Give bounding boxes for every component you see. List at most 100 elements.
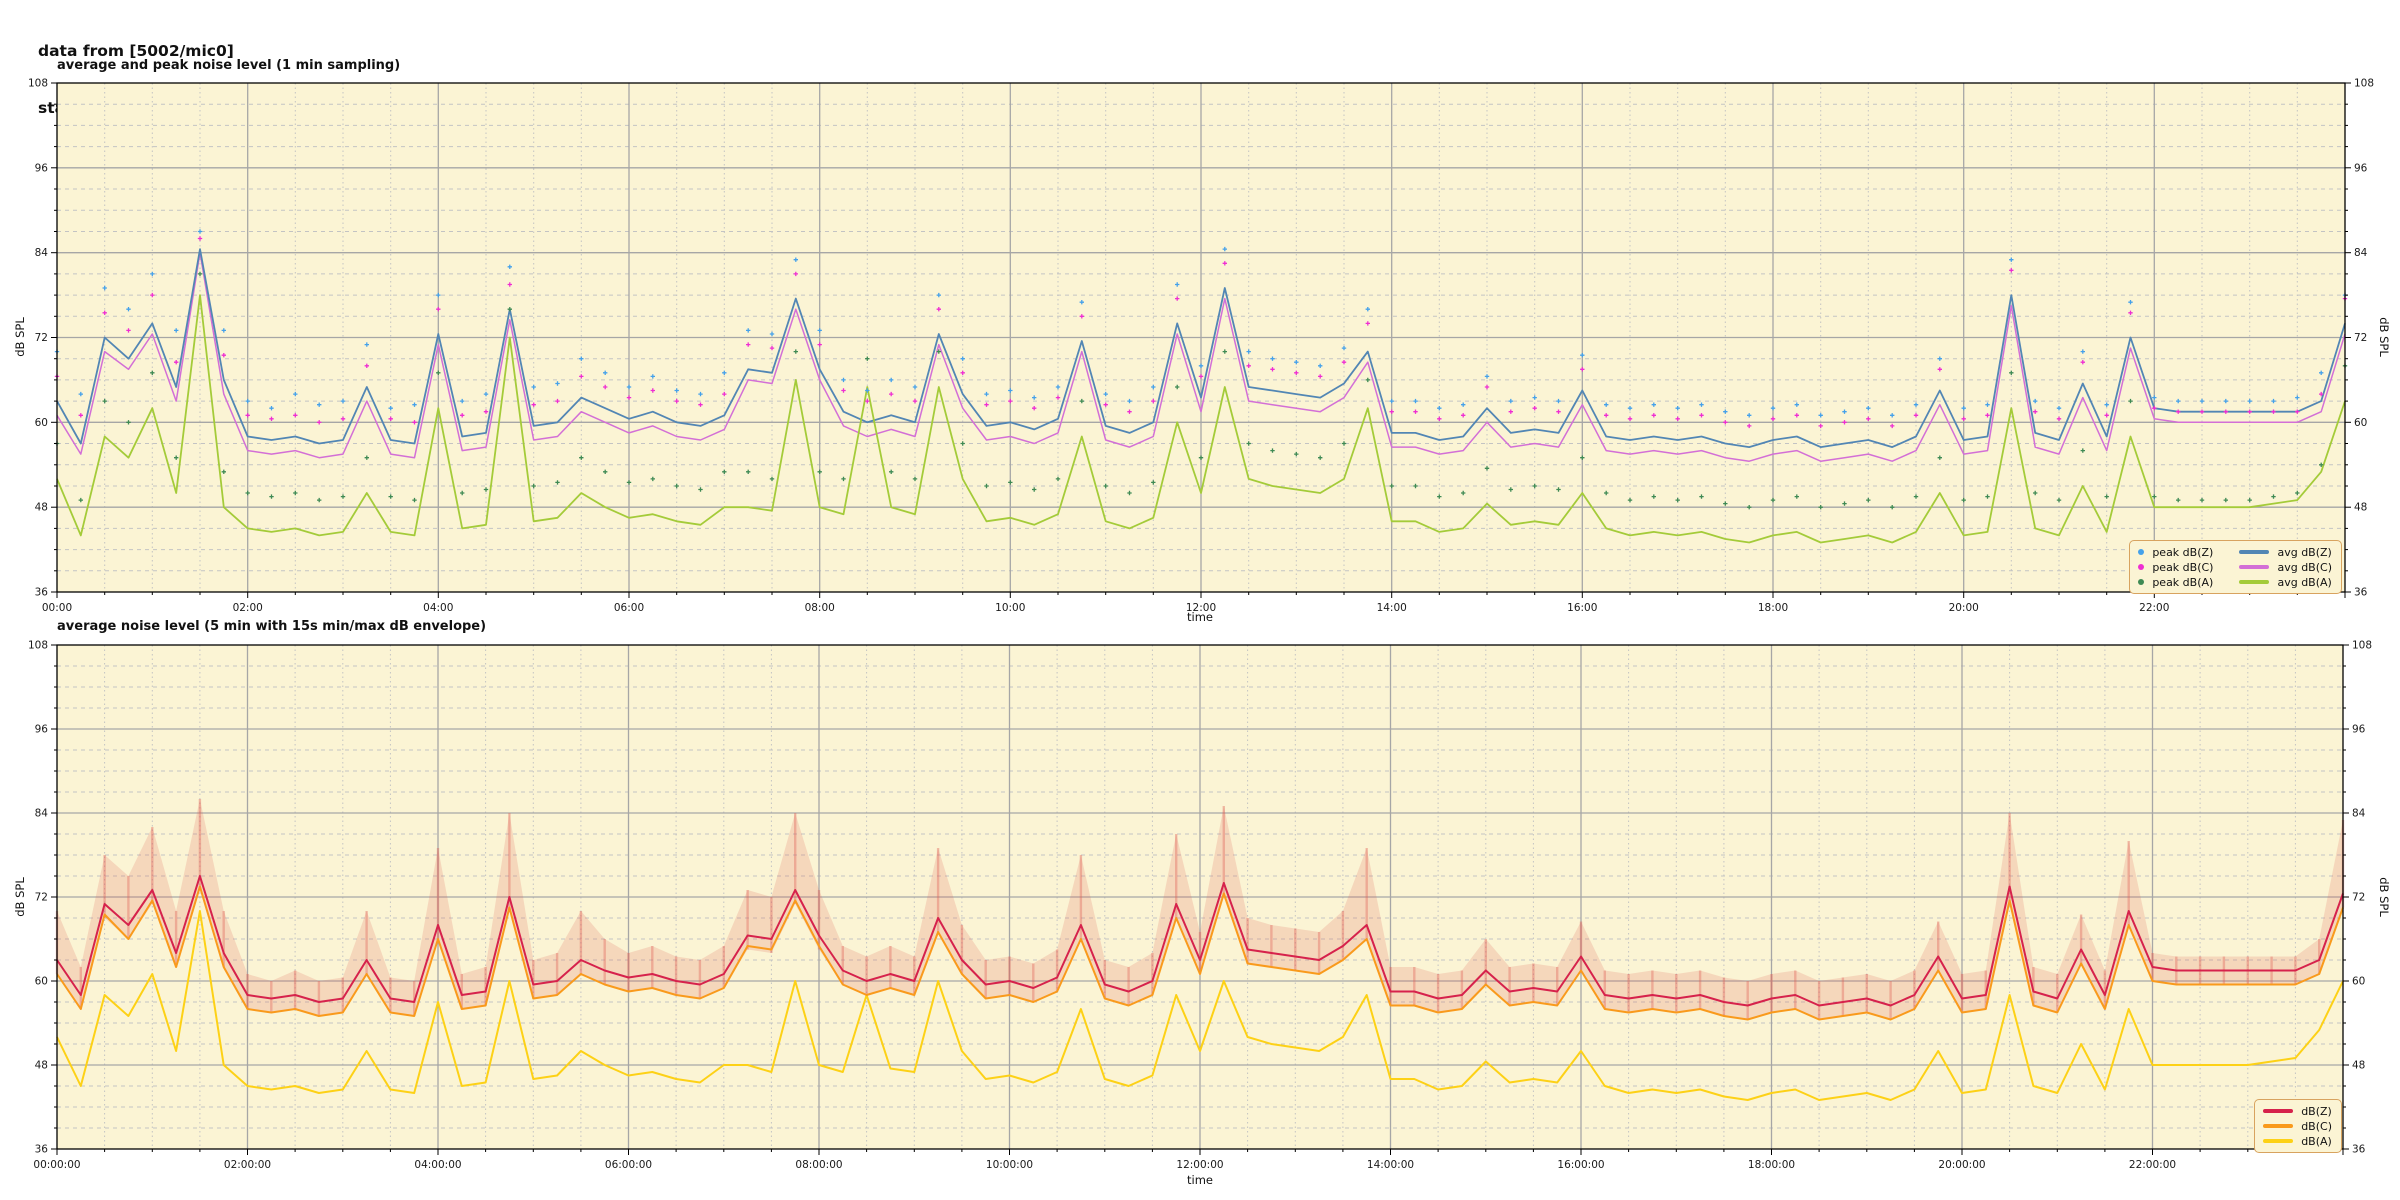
x-tick-label: 22:00 xyxy=(2139,602,2169,614)
series-dB(Z) xyxy=(56,875,2344,1007)
header-line1: data from [5002/mic0] xyxy=(38,42,234,60)
x-tick-label: 04:00:00 xyxy=(414,1159,461,1171)
legend-marker-line-icon xyxy=(2263,1108,2294,1114)
x-tick-label: 20:00:00 xyxy=(1938,1159,1985,1171)
legend-marker-line-icon xyxy=(2239,549,2270,555)
y-tick-label-right: 96 xyxy=(2354,162,2368,174)
y-tick-label-right: 36 xyxy=(2352,1144,2366,1156)
x-tick-label: 10:00 xyxy=(995,602,1025,614)
y-tick-label: 60 xyxy=(35,976,48,988)
legend-label: peak dB(A) xyxy=(2152,575,2214,589)
x-tick-label: 00:00 xyxy=(42,602,72,614)
y-tick-label: 108 xyxy=(28,640,48,652)
x-tick-label: 06:00:00 xyxy=(605,1159,652,1171)
x-tick-label: 16:00 xyxy=(1567,602,1597,614)
y-tick-label: 72 xyxy=(35,332,48,344)
grid-major xyxy=(57,645,2343,1149)
y-tick-label: 36 xyxy=(35,1144,49,1156)
legend-marker-line-icon xyxy=(2239,579,2270,585)
x-tick-label: 02:00 xyxy=(233,602,263,614)
y-tick-label-right: 72 xyxy=(2352,892,2365,904)
chart2-title: average noise level (5 min with 15s min/… xyxy=(57,619,487,634)
series-dB(A) xyxy=(56,910,2344,1101)
chart1-ylabel-left: dB SPL xyxy=(13,317,27,357)
y-tick-label: 72 xyxy=(35,892,48,904)
x-tick-label: 12:00 xyxy=(1186,602,1216,614)
legend-label: dB(C) xyxy=(2301,1119,2332,1133)
x-tick-label: 12:00:00 xyxy=(1176,1159,1223,1171)
legend-item: avg dB(A) xyxy=(2239,575,2332,589)
x-tick-label: 14:00 xyxy=(1377,602,1407,614)
tick-labels: 00:00:00 02:00:00 04:00:00 06:00:00 08:00:00… xyxy=(28,640,2372,1172)
y-tick-label: 36 xyxy=(35,587,49,599)
x-tick-label: 10:00:00 xyxy=(986,1159,1033,1171)
chart1-title: average and peak noise level (1 min samp… xyxy=(57,58,401,73)
chart1-legend: peak dB(Z) peak dB(C) peak dB(A) avg dB(Z) a… xyxy=(2129,540,2342,594)
x-tick-label: 08:00:00 xyxy=(795,1159,842,1171)
y-tick-label: 96 xyxy=(35,724,49,736)
chart2-ylabel-right: dB SPL xyxy=(2377,877,2391,917)
y-tick-label-right: 60 xyxy=(2352,976,2365,988)
y-tick-label: 84 xyxy=(35,808,49,820)
legend-marker-line-icon xyxy=(2263,1123,2294,1129)
x-tick-label: 14:00:00 xyxy=(1367,1159,1414,1171)
series-avg dB(C) xyxy=(56,251,2346,462)
x-tick-label: 06:00 xyxy=(614,602,644,614)
x-tick-label: 02:00:00 xyxy=(224,1159,271,1171)
envelope-band xyxy=(57,799,2343,1020)
ticks xyxy=(51,644,2349,1155)
legend-item: peak dB(A) xyxy=(2138,575,2213,589)
envelope-spikes xyxy=(55,799,2345,1020)
y-tick-label-right: 48 xyxy=(2352,1060,2365,1072)
y-tick-label-right: 60 xyxy=(2354,417,2367,429)
y-tick-label-right: 96 xyxy=(2352,724,2366,736)
y-tick-label-right: 48 xyxy=(2354,502,2367,514)
x-tick-label: 20:00 xyxy=(1949,602,1979,614)
x-tick-label: 16:00:00 xyxy=(1557,1159,1604,1171)
y-tick-label-right: 108 xyxy=(2352,640,2372,652)
legend-label: dB(Z) xyxy=(2301,1104,2332,1118)
y-tick-label-right: 72 xyxy=(2354,332,2367,344)
x-tick-label: 04:00 xyxy=(423,602,453,614)
series-avg dB(A) xyxy=(56,294,2346,544)
legend-item: peak dB(Z) xyxy=(2138,545,2213,559)
legend-marker-line-icon xyxy=(2263,1138,2294,1144)
x-tick-label: 18:00 xyxy=(1758,602,1788,614)
chart2-xlabel: time xyxy=(1187,1173,1213,1187)
legend-label: avg dB(A) xyxy=(2277,575,2332,589)
y-tick-label-right: 84 xyxy=(2352,808,2366,820)
y-tick-label-right: 36 xyxy=(2354,587,2368,599)
x-tick-label: 00:00:00 xyxy=(33,1159,80,1171)
legend-item: avg dB(Z) xyxy=(2239,545,2332,559)
legend-label: dB(A) xyxy=(2301,1134,2332,1148)
series-avg dB(Z) xyxy=(56,248,2346,449)
x-tick-label: 08:00 xyxy=(805,602,835,614)
legend-label: avg dB(Z) xyxy=(2277,545,2332,559)
chart2-ylabel-left: dB SPL xyxy=(13,877,27,917)
legend-marker-dot-icon xyxy=(2138,549,2145,555)
chart2-legend: dB(Z) dB(C) dB(A) xyxy=(2254,1099,2342,1153)
legend-label: peak dB(C) xyxy=(2152,560,2214,574)
y-tick-label: 48 xyxy=(35,1060,48,1072)
y-tick-label: 60 xyxy=(35,417,48,429)
ticks xyxy=(51,82,2351,598)
legend-marker-line-icon xyxy=(2239,564,2270,570)
y-tick-label: 108 xyxy=(28,78,48,90)
legend-item: dB(Z) xyxy=(2263,1104,2332,1118)
series-dB(C) xyxy=(56,885,2344,1021)
noise-chart-2-plot: 00:00:00 02:00:00 04:00:00 06:00:00 08:00:00… xyxy=(28,640,2372,1172)
y-tick-label: 96 xyxy=(35,162,49,174)
legend-item: dB(C) xyxy=(2263,1119,2332,1133)
chart1-xlabel: time xyxy=(1187,610,1213,624)
legend-item: avg dB(C) xyxy=(2239,560,2332,574)
chart1-ylabel-right: dB SPL xyxy=(2377,317,2391,357)
y-tick-label: 84 xyxy=(35,247,49,259)
legend-marker-dot-icon xyxy=(2138,579,2145,585)
legend-marker-dot-icon xyxy=(2138,564,2145,570)
y-tick-label: 48 xyxy=(35,502,48,514)
tick-labels: 00:00 02:00 04:00 06:00 08:00 10:00 12:00 14:00… xyxy=(28,78,2374,615)
legend-label: peak dB(Z) xyxy=(2152,545,2214,559)
y-tick-label-right: 84 xyxy=(2354,247,2368,259)
legend-label: avg dB(C) xyxy=(2277,560,2332,574)
noise-chart-1-plot: 00:00 02:00 04:00 06:00 08:00 10:00 12:00 14:00… xyxy=(28,78,2374,615)
